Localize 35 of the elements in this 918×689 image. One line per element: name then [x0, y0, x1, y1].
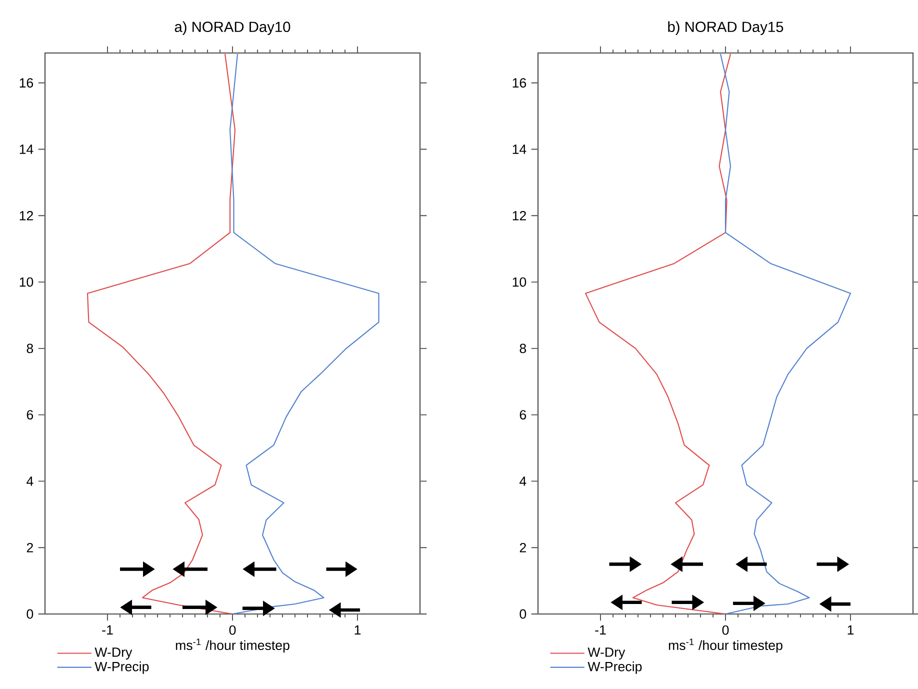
x-tick-label: -1 — [595, 625, 606, 635]
y-tick-label: 10 — [512, 277, 526, 287]
y-tick-label: 4 — [520, 476, 526, 486]
y-tick-label: 4 — [26, 476, 34, 486]
chart-title: a) NORAD Day10 — [174, 21, 290, 35]
y-tick-label: 8 — [26, 344, 34, 354]
chart-title: b) NORAD Day15 — [668, 21, 784, 35]
line-series — [86, 53, 236, 614]
y-tick-label: 12 — [20, 211, 33, 220]
x-tick-label: -1 — [102, 625, 113, 635]
y-tick-label: 6 — [520, 410, 526, 420]
y-tick-label: 16 — [512, 78, 526, 88]
y-tick-label: 0 — [26, 609, 34, 619]
line-series — [720, 53, 852, 614]
x-tick-label: 0 — [229, 625, 236, 635]
line-series — [584, 53, 732, 614]
y-tick-label: 12 — [512, 211, 526, 220]
y-tick-label: 8 — [520, 344, 526, 354]
y-tick-label: 6 — [26, 410, 34, 420]
x-axis-title: ms$^{-1}$ /hour timestep — [176, 638, 290, 653]
legend-label: W-Precip — [588, 661, 642, 674]
legend-label: W-Precip — [94, 661, 149, 674]
y-tick-label: 2 — [26, 542, 33, 552]
y-tick-label: 0 — [520, 609, 526, 619]
legend-label: W-Dry — [94, 648, 132, 660]
x-tick-label: 1 — [848, 625, 854, 635]
y-tick-label: 16 — [20, 78, 34, 88]
y-tick-label: 14 — [20, 144, 34, 154]
y-tick-label: 14 — [512, 144, 526, 154]
x-axis-title: ms$^{-1}$ /hour timestep — [668, 638, 782, 653]
x-tick-label: 0 — [722, 625, 729, 635]
legend-label: W-Dry — [588, 648, 626, 660]
y-tick-label: 2 — [520, 542, 526, 552]
y-tick-label: 10 — [20, 277, 34, 287]
x-tick-label: 1 — [354, 625, 361, 635]
